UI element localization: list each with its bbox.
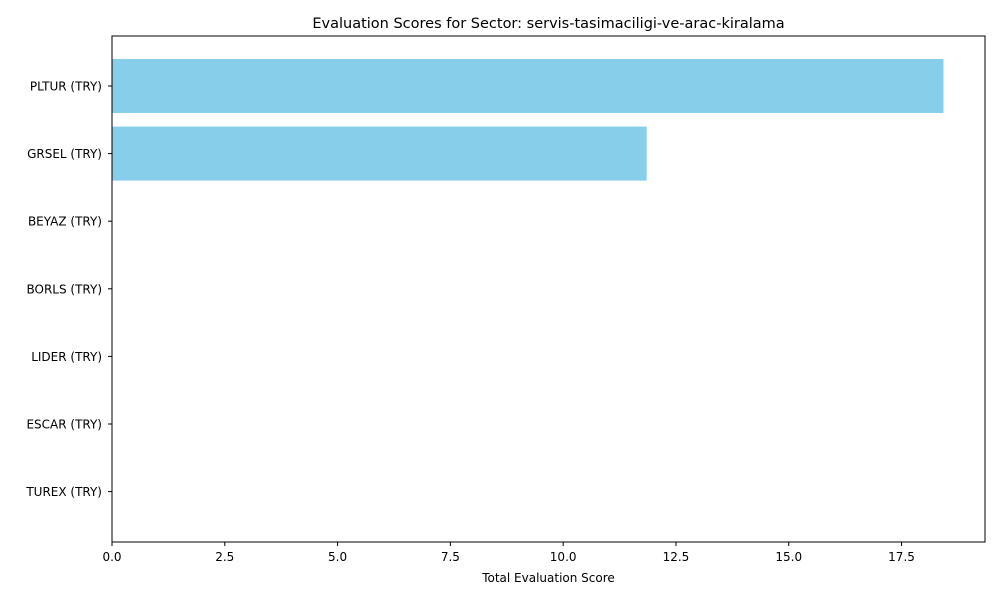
x-tick-label: 10.0 xyxy=(550,550,577,564)
x-tick-label: 12.5 xyxy=(663,550,690,564)
y-tick-label: GRSEL (TRY) xyxy=(27,147,102,161)
x-tick-label: 5.0 xyxy=(328,550,347,564)
bar-grsel xyxy=(112,126,647,181)
y-tick-label: BORLS (TRY) xyxy=(26,282,102,296)
bars-layer xyxy=(112,59,944,181)
x-tick-label: 15.0 xyxy=(775,550,802,564)
x-tick-label: 17.5 xyxy=(888,550,915,564)
x-axis-ticks: 0.0 2.5 5.0 7.5 10.0 12.5 15.0 17.5 xyxy=(102,542,915,564)
x-tick-label: 2.5 xyxy=(215,550,234,564)
y-tick-label: ESCAR (TRY) xyxy=(26,418,102,432)
bar-pltur xyxy=(112,59,944,113)
x-axis-title: Total Evaluation Score xyxy=(481,571,615,585)
chart-title: Evaluation Scores for Sector: servis-tas… xyxy=(312,16,784,32)
y-tick-label: BEYAZ (TRY) xyxy=(28,215,102,229)
x-tick-label: 7.5 xyxy=(441,550,460,564)
y-tick-label: LIDER (TRY) xyxy=(31,350,102,364)
y-tick-label: PLTUR (TRY) xyxy=(30,80,102,94)
y-tick-label: TUREX (TRY) xyxy=(25,485,102,499)
y-axis-ticks: PLTUR (TRY) GRSEL (TRY) BEYAZ (TRY) BORLS (… xyxy=(25,80,112,499)
x-tick-label: 0.0 xyxy=(102,550,121,564)
